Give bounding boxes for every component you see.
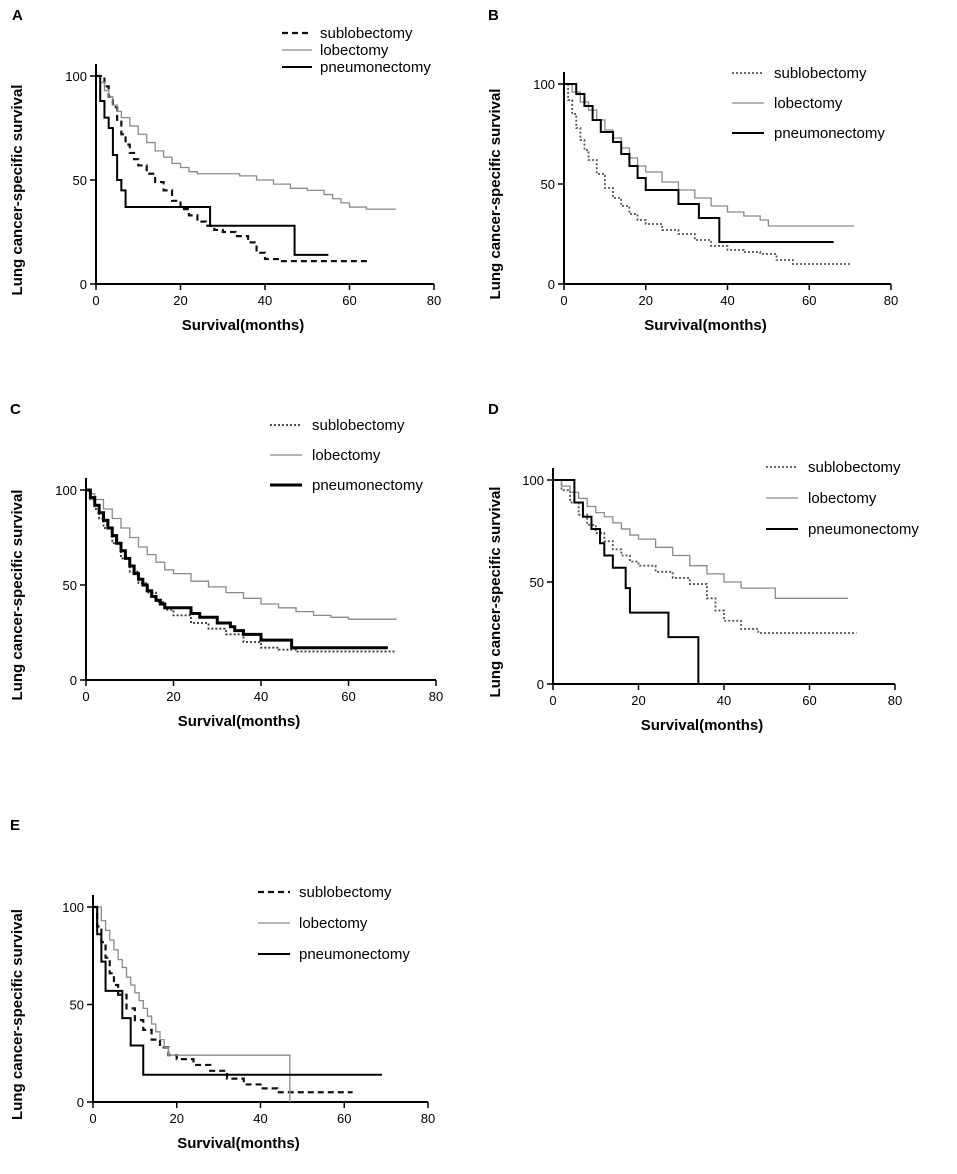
series-line-sublobectomy bbox=[564, 83, 851, 265]
x-tick-label: 20 bbox=[631, 693, 645, 708]
panel-letter: E bbox=[10, 817, 20, 834]
y-axis-title: Lung cancer-specific survival bbox=[487, 89, 504, 300]
chart-panel-d: D 0 20 40 60 80 0 50 100 Survival(months) Lung can… bbox=[478, 392, 957, 762]
x-tick-label: 0 bbox=[82, 689, 89, 704]
chart-panel-e: E 0 20 40 60 80 0 50 100 Survival(months) Lung can… bbox=[0, 810, 478, 1174]
legend-label-pneumonectomy: pneumonectomy bbox=[320, 59, 431, 76]
legend-label-sublobectomy: sublobectomy bbox=[774, 65, 867, 82]
y-axis-title: Lung cancer-specific survival bbox=[9, 85, 26, 296]
y-tick-label: 0 bbox=[537, 677, 544, 692]
y-tick-label: 0 bbox=[70, 673, 77, 688]
series-line-pneumonectomy bbox=[93, 906, 382, 1076]
y-tick-label: 100 bbox=[62, 900, 84, 915]
x-tick-label: 20 bbox=[166, 689, 180, 704]
x-tick-label: 20 bbox=[639, 293, 653, 308]
x-axis-title: Survival(months) bbox=[644, 317, 767, 334]
legend-label-pneumonectomy: pneumonectomy bbox=[312, 477, 423, 494]
x-axis-title: Survival(months) bbox=[641, 717, 764, 734]
series-line-lobectomy bbox=[564, 83, 855, 227]
series-line-lobectomy bbox=[553, 479, 848, 599]
panel-letter: A bbox=[12, 7, 23, 24]
y-tick-label: 100 bbox=[522, 473, 544, 488]
series-line-sublobectomy bbox=[93, 905, 353, 1094]
y-axis-title: Lung cancer-specific survival bbox=[487, 487, 504, 698]
y-tick-label: 50 bbox=[73, 173, 87, 188]
x-tick-label: 0 bbox=[560, 293, 567, 308]
x-tick-label: 40 bbox=[720, 293, 734, 308]
legend-label-lobectomy: lobectomy bbox=[774, 95, 843, 112]
x-tick-label: 20 bbox=[170, 1111, 184, 1126]
series-line-pneumonectomy bbox=[86, 488, 388, 650]
series-line-lobectomy bbox=[86, 489, 397, 620]
x-axis-title: Survival(months) bbox=[177, 1135, 300, 1152]
y-tick-label: 50 bbox=[541, 177, 555, 192]
chart-svg-c: C 0 20 40 60 80 0 50 100 Survival(months) Lung can… bbox=[9, 401, 443, 730]
y-tick-label: 0 bbox=[548, 277, 555, 292]
y-tick-label: 50 bbox=[63, 578, 77, 593]
x-tick-label: 80 bbox=[884, 293, 898, 308]
x-tick-label: 80 bbox=[421, 1111, 435, 1126]
series-line-pneumonectomy bbox=[564, 83, 834, 243]
legend-label-sublobectomy: sublobectomy bbox=[320, 25, 413, 42]
y-tick-label: 100 bbox=[533, 77, 555, 92]
legend-label-pneumonectomy: pneumonectomy bbox=[299, 946, 410, 963]
x-tick-label: 80 bbox=[429, 689, 443, 704]
x-tick-label: 60 bbox=[802, 693, 816, 708]
y-axis-title: Lung cancer-specific survival bbox=[9, 490, 26, 701]
legend-label-lobectomy: lobectomy bbox=[808, 490, 877, 507]
x-tick-label: 80 bbox=[888, 693, 902, 708]
x-tick-label: 80 bbox=[427, 293, 441, 308]
x-tick-label: 60 bbox=[341, 689, 355, 704]
legend-label-lobectomy: lobectomy bbox=[320, 42, 389, 59]
series-line-sublobectomy bbox=[86, 489, 397, 653]
y-tick-label: 50 bbox=[70, 998, 84, 1013]
x-tick-label: 40 bbox=[254, 689, 268, 704]
x-tick-label: 60 bbox=[802, 293, 816, 308]
panel-letter: B bbox=[488, 7, 499, 24]
panel-letter: C bbox=[10, 401, 21, 418]
chart-svg-b: B 0 20 40 60 80 0 50 100 Survival(months) Lung can… bbox=[487, 7, 898, 334]
y-tick-label: 50 bbox=[530, 575, 544, 590]
legend-label-pneumonectomy: pneumonectomy bbox=[774, 125, 885, 142]
y-tick-label: 0 bbox=[77, 1095, 84, 1110]
legend-label-pneumonectomy: pneumonectomy bbox=[808, 521, 919, 538]
chart-panel-a: A 0 20 40 60 80 0 50 100 Survival(months) Lung can… bbox=[0, 0, 478, 340]
x-axis-title: Survival(months) bbox=[182, 317, 305, 334]
chart-svg-e: E 0 20 40 60 80 0 50 100 Survival(months) Lung can… bbox=[9, 817, 435, 1152]
legend-label-sublobectomy: sublobectomy bbox=[299, 884, 392, 901]
y-tick-label: 100 bbox=[55, 483, 77, 498]
legend-label-sublobectomy: sublobectomy bbox=[312, 417, 405, 434]
legend-label-sublobectomy: sublobectomy bbox=[808, 459, 901, 476]
chart-panel-c: C 0 20 40 60 80 0 50 100 Survival(months) Lung can… bbox=[0, 392, 478, 762]
series-line-lobectomy bbox=[93, 906, 291, 1102]
series-line-pneumonectomy bbox=[96, 75, 329, 256]
chart-svg-d: D 0 20 40 60 80 0 50 100 Survival(months) Lung can… bbox=[487, 401, 919, 734]
x-tick-label: 0 bbox=[89, 1111, 96, 1126]
chart-svg-a: A 0 20 40 60 80 0 50 100 Survival(months) Lung can… bbox=[9, 7, 441, 334]
x-tick-label: 0 bbox=[92, 293, 99, 308]
series-line-pneumonectomy bbox=[553, 479, 700, 684]
panel-letter: D bbox=[488, 401, 499, 418]
series-line-sublobectomy bbox=[96, 74, 371, 263]
x-tick-label: 40 bbox=[258, 293, 272, 308]
x-tick-label: 60 bbox=[337, 1111, 351, 1126]
chart-panel-b: B 0 20 40 60 80 0 50 100 Survival(months) Lung can… bbox=[478, 0, 957, 340]
x-axis-title: Survival(months) bbox=[178, 713, 301, 730]
x-tick-label: 40 bbox=[717, 693, 731, 708]
legend-label-lobectomy: lobectomy bbox=[299, 915, 368, 932]
y-axis-title: Lung cancer-specific survival bbox=[9, 909, 26, 1120]
x-tick-label: 60 bbox=[342, 293, 356, 308]
x-tick-label: 40 bbox=[253, 1111, 267, 1126]
x-tick-label: 0 bbox=[549, 693, 556, 708]
x-tick-label: 20 bbox=[173, 293, 187, 308]
y-tick-label: 100 bbox=[65, 69, 87, 84]
series-line-lobectomy bbox=[96, 75, 396, 210]
legend-label-lobectomy: lobectomy bbox=[312, 447, 381, 464]
y-tick-label: 0 bbox=[80, 277, 87, 292]
